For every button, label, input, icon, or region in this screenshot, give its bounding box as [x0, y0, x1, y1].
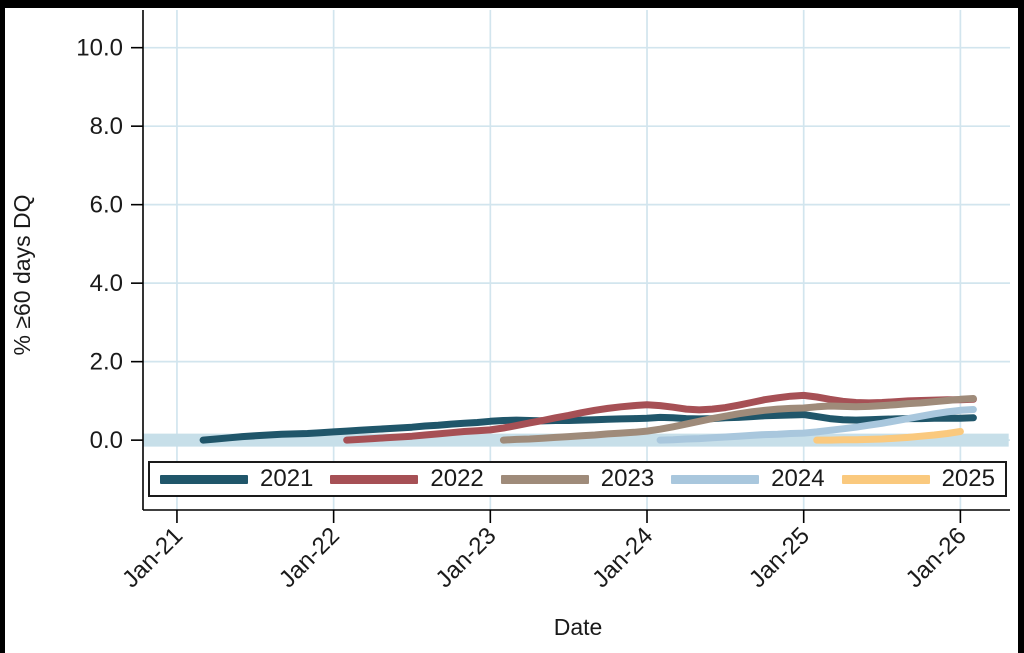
- series-line-2025: [813, 428, 964, 444]
- legend-label-2024: 2024: [771, 465, 825, 492]
- x-tick-label: Jan-24: [587, 522, 658, 593]
- y-tick-label: 2.0: [90, 349, 123, 376]
- legend-swatch-2022: [330, 474, 419, 484]
- y-tick-label: 6.0: [90, 192, 123, 219]
- y-tick-label: 0.0: [90, 427, 123, 454]
- y-tick-label: 10.0: [76, 35, 123, 62]
- legend-swatch-2021: [160, 474, 248, 484]
- legend-entry-2025: 2025: [841, 465, 995, 492]
- x-tick-label: Jan-26: [901, 522, 972, 593]
- x-tick-label: Jan-23: [431, 522, 502, 593]
- x-tick-label: Jan-21: [117, 522, 188, 593]
- y-axis-title: % ≥60 days DQ: [9, 195, 35, 356]
- legend-entry-2022: 2022: [330, 465, 484, 492]
- legend-swatch-2024: [671, 474, 760, 484]
- axes: 0.0 2.0 4.0 6.0 8.0 10.0 Jan-21 Jan-22 Jan-23 Jan…: [76, 10, 1010, 593]
- x-axis-title: Date: [554, 614, 603, 640]
- series-line-2023: [499, 395, 977, 444]
- y-tick-label: 4.0: [90, 270, 123, 297]
- data-series: [199, 391, 977, 444]
- legend-entry-2024: 2024: [671, 465, 825, 492]
- legend-entry-2021: 2021: [160, 467, 313, 491]
- legend-swatch-2023: [500, 474, 589, 484]
- legend-swatch-2025: [841, 474, 930, 484]
- black-frame-left: [0, 0, 5, 653]
- legend-label-2021: 2021: [260, 465, 314, 492]
- gridlines: [143, 10, 1010, 510]
- legend-label-2022: 2022: [430, 465, 484, 492]
- legend-entry-2023: 2023: [500, 465, 655, 492]
- x-tick-label: Jan-25: [744, 522, 815, 593]
- series-line-2024: [656, 406, 977, 444]
- y-tick-label: 8.0: [90, 113, 123, 140]
- legend-label-2023: 2023: [600, 465, 655, 492]
- black-frame-top: [0, 0, 1024, 8]
- legend-label-2025: 2025: [941, 465, 995, 492]
- legend: 2021 2022 2023 2024 2025: [148, 461, 1007, 497]
- x-tick-label: Jan-22: [274, 522, 345, 593]
- series-line-2021: [199, 411, 977, 444]
- black-frame-right: [1018, 0, 1024, 653]
